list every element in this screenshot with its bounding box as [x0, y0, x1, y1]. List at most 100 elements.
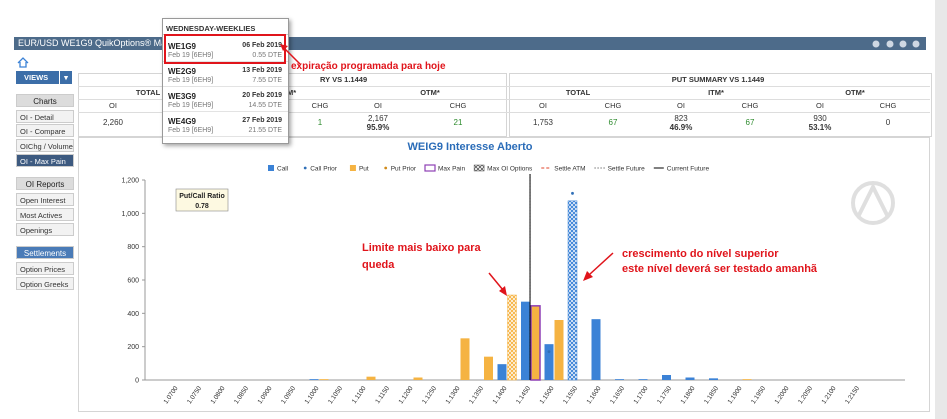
sub-header: OI — [374, 101, 382, 110]
home-icon[interactable] — [17, 57, 29, 68]
prior-dot — [571, 191, 574, 195]
legend-label: Settle ATM — [554, 166, 585, 173]
menu-item[interactable]: OI - Detail — [16, 110, 74, 123]
bar — [319, 379, 329, 380]
y-tick-label: 600 — [127, 278, 139, 285]
item-dte: 21.55 DTE — [248, 127, 282, 134]
popup-item[interactable] — [163, 87, 288, 112]
y-tick-label: 400 — [127, 311, 139, 318]
annotation: expiração programada para hoje — [291, 61, 446, 72]
section-header: Charts — [16, 94, 74, 107]
put-summary — [509, 73, 932, 137]
legend-item: Call Prior — [303, 166, 338, 173]
cell: 823 — [674, 114, 688, 123]
item-underlying: Feb 19 [6EH9] — [168, 77, 214, 84]
cell: 2,260 — [102, 118, 124, 127]
bar — [638, 379, 648, 380]
item-code: WE2G9 — [168, 67, 197, 76]
cell: 930 — [813, 114, 827, 123]
legend-item: Settle Future — [594, 166, 646, 173]
legend-label: Put — [359, 166, 369, 173]
popup-item[interactable] — [163, 112, 288, 137]
highlight-box — [164, 34, 286, 64]
bar — [507, 294, 517, 381]
menu-item[interactable]: Most Actives — [16, 208, 74, 221]
cell-percent: 95.9% — [366, 123, 390, 132]
bar — [709, 378, 718, 380]
sub-header: OI — [539, 101, 547, 110]
menu-item-selected[interactable]: OI - Max Pain — [16, 154, 74, 167]
scrollbar[interactable] — [935, 0, 947, 419]
menu-item[interactable]: OIChg / Volume — [16, 139, 74, 152]
header-bar: EUR/USD WE1G9 QuikOptions® Ma — [14, 37, 926, 50]
legend-label: Call — [277, 166, 289, 173]
row-divider — [78, 86, 930, 87]
legend-label: Settle Future — [608, 166, 646, 173]
legend-item: Settle ATM — [541, 166, 586, 173]
legend-item: Max OI Options — [473, 164, 533, 173]
annotation-arrow — [488, 272, 507, 296]
legend-swatch — [349, 165, 356, 171]
header-title: EUR/USD WE1G9 QuikOptions® Ma — [18, 38, 167, 48]
sub-header: CHG — [879, 101, 897, 110]
header-icons[interactable] — [870, 39, 922, 49]
row-divider — [78, 99, 930, 100]
annotation-arrow — [280, 44, 301, 65]
cell-percent: 53.1% — [808, 123, 832, 132]
views-label: VIEWS — [24, 73, 49, 82]
y-tick-label: 800 — [127, 244, 139, 251]
bar — [460, 338, 470, 380]
y-tick-label: 0 — [135, 378, 139, 385]
item-date: 20 Feb 2019 — [242, 92, 282, 99]
item-underlying: Feb 19 [6EH9] — [168, 52, 214, 59]
annotation: queda — [362, 259, 395, 271]
chart: WEIG9 Interesse Aberto 0 200 400 600 800 1,00… — [78, 137, 930, 412]
bar — [366, 376, 376, 380]
bar — [742, 379, 752, 380]
chart-title: WEIG9 Interesse Aberto — [408, 141, 533, 153]
sub-header: OI — [816, 101, 824, 110]
popup-item[interactable] — [163, 62, 288, 87]
annotation: este nível deverá ser testado amanhã — [622, 263, 818, 275]
group-header: M* — [287, 88, 297, 97]
y-tick-label: 1,000 — [121, 211, 139, 218]
legend-swatch — [303, 166, 307, 170]
sub-header: CHG — [311, 101, 329, 110]
legend-item: Put — [349, 165, 369, 173]
legend-swatch — [384, 166, 388, 170]
item-date: 27 Feb 2019 — [242, 117, 282, 124]
table-title: PUT SUMMARY VS 1.1449 — [671, 75, 765, 84]
cell-percent: 46.9% — [669, 123, 693, 132]
bar — [685, 377, 695, 380]
annotation: Limite mais baixo para — [362, 242, 481, 254]
menu-item[interactable]: Option Greeks — [16, 277, 74, 290]
item-date: 06 Feb 2019 — [242, 42, 282, 49]
bar — [413, 377, 423, 380]
legend-item: Call — [268, 165, 289, 173]
menu-item[interactable]: OI - Compare — [16, 124, 74, 137]
cell: 1 — [317, 118, 323, 127]
menu-item[interactable]: Option Prices — [16, 262, 74, 275]
sub-header: OI — [677, 101, 685, 110]
bar — [530, 305, 541, 381]
item-code: WE1G9 — [168, 42, 197, 51]
legend-swatch — [473, 164, 485, 172]
legend-item: Put Prior — [384, 166, 417, 173]
legend-swatch — [268, 165, 274, 171]
item-dte: 0.55 DTE — [252, 52, 282, 59]
group-header: OTM* — [420, 88, 440, 97]
legend-label: Max OI Options — [487, 166, 533, 173]
annotation: crescimento do nível superior — [622, 248, 779, 260]
row-divider — [78, 112, 930, 113]
legend-item: Max Pain — [424, 164, 465, 173]
y-tick-label: 1,200 — [121, 178, 139, 185]
group-header: TOTAL — [135, 88, 161, 97]
menu-item[interactable]: Open Interest — [16, 193, 74, 206]
menu-item[interactable]: Openings — [16, 223, 74, 236]
ratio-box — [175, 188, 229, 212]
group-header: TOTAL — [565, 88, 591, 97]
views-button[interactable]: VIEWS ▾ — [16, 71, 72, 84]
popup-item[interactable] — [163, 37, 288, 62]
cell: 0 — [885, 118, 891, 127]
